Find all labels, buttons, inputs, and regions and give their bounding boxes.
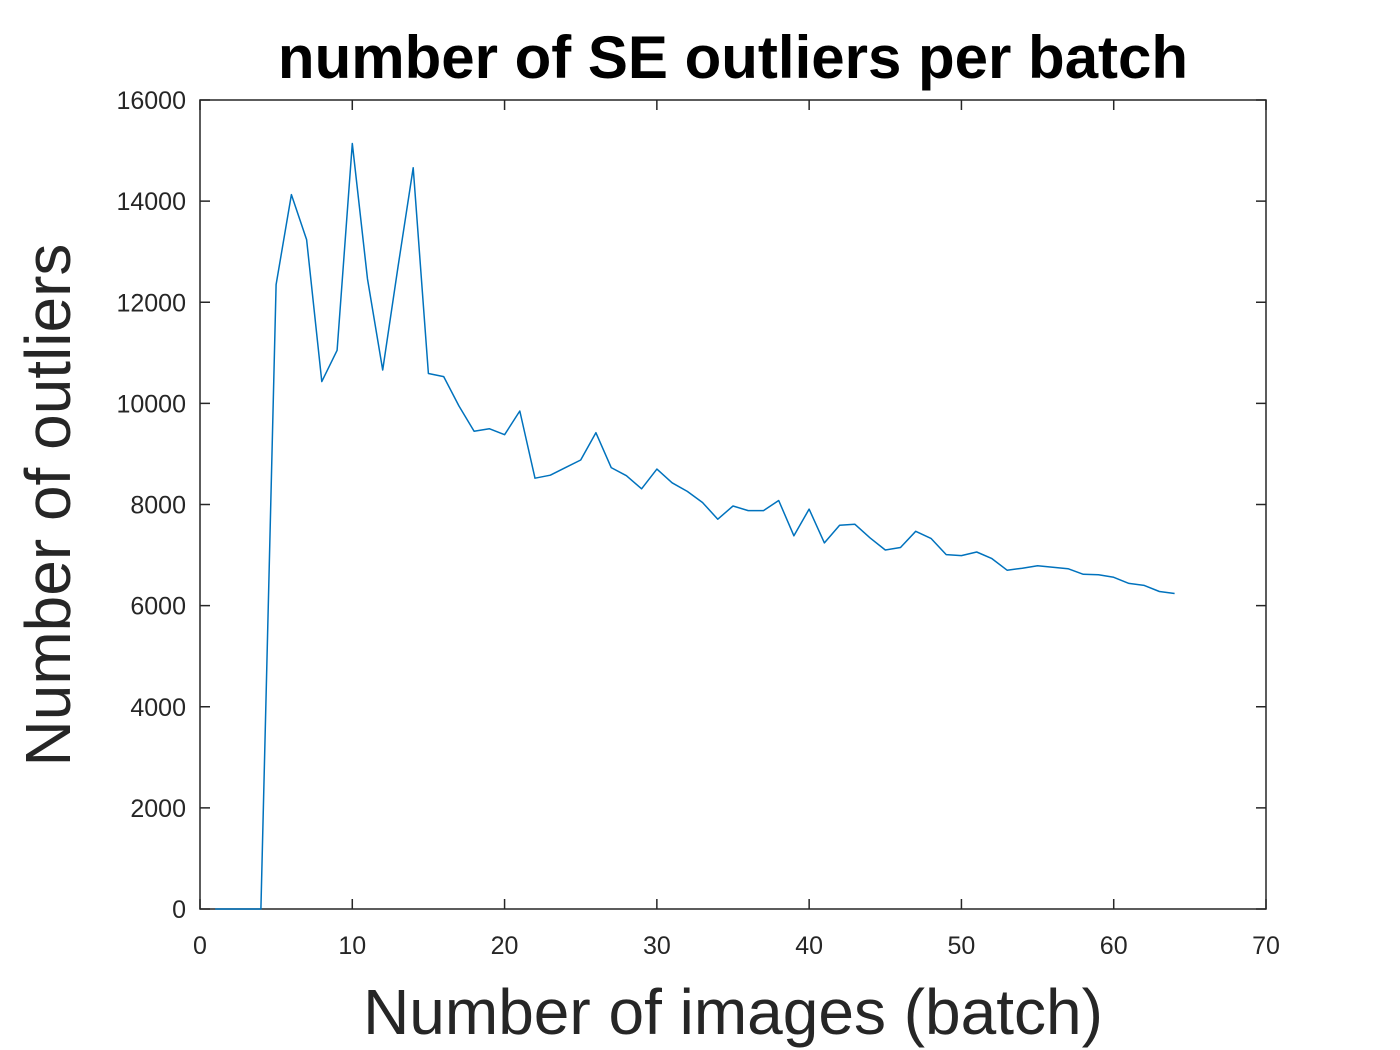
y-tick-label: 10000 xyxy=(116,390,186,418)
y-tick-label: 14000 xyxy=(116,188,186,216)
y-tick-label: 16000 xyxy=(116,87,186,115)
y-tick-label: 0 xyxy=(172,896,186,924)
chart-title: number of SE outliers per batch xyxy=(278,24,1188,91)
x-tick-label: 10 xyxy=(338,932,366,960)
x-tick-label: 50 xyxy=(948,932,976,960)
x-tick-label: 30 xyxy=(643,932,671,960)
y-tick-label: 2000 xyxy=(130,795,186,823)
y-axis-label: Number of outliers xyxy=(12,244,84,767)
x-tick-label: 70 xyxy=(1252,932,1280,960)
y-tick-label: 4000 xyxy=(130,694,186,722)
y-tick-label: 12000 xyxy=(116,289,186,317)
y-tick-label: 8000 xyxy=(130,492,186,520)
x-tick-label: 60 xyxy=(1100,932,1128,960)
x-axis-label: Number of images (batch) xyxy=(363,976,1103,1048)
y-tick-label: 6000 xyxy=(130,593,186,621)
x-tick-label: 0 xyxy=(193,932,207,960)
plot-area: 0 10 20 30 40 50 60 70 0 2000 4000 6000 8000 10000 120… xyxy=(116,87,1279,960)
x-tick-label: 40 xyxy=(795,932,823,960)
x-tick-label: 20 xyxy=(491,932,519,960)
series-line xyxy=(215,142,1175,910)
